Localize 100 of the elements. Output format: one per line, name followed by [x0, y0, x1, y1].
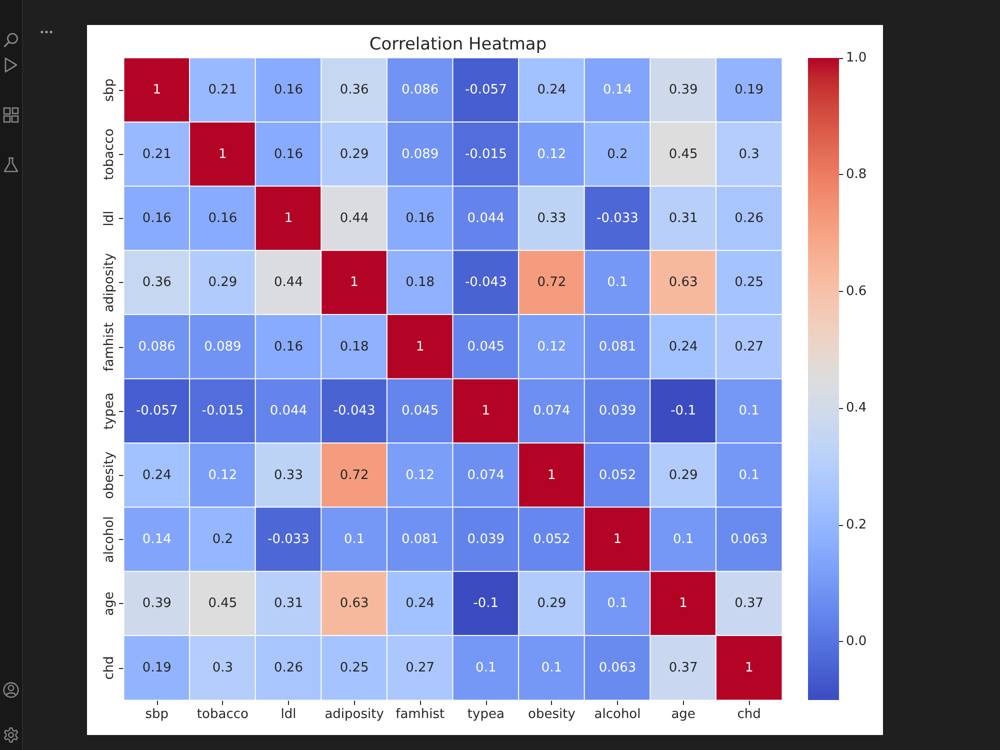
data-label: 0.25 — [734, 275, 764, 290]
data-label: 1 — [152, 82, 162, 98]
data-label: 0.31 — [274, 596, 303, 612]
data-label: 0.044 — [270, 404, 308, 419]
data-label: 0.25 — [340, 660, 369, 676]
data-label: 0.3 — [212, 660, 234, 676]
data-label: 0.16 — [274, 82, 303, 98]
data-label: 0.39 — [142, 596, 172, 612]
data-label: 0.21 — [142, 146, 172, 162]
x-tick-label: sbp — [145, 707, 169, 722]
data-label: 1 — [744, 660, 754, 676]
color-bar-label: 0.4 — [846, 400, 867, 416]
data-label: 0.12 — [208, 468, 238, 483]
data-label: 0.31 — [668, 211, 698, 226]
data-label: 0.72 — [537, 275, 566, 290]
data-label: 0.19 — [142, 660, 172, 676]
data-label: 0.33 — [274, 468, 303, 483]
y-tick-label: ldl — [102, 210, 117, 226]
data-label: 0.18 — [406, 275, 435, 290]
data-label: 0.039 — [467, 532, 505, 547]
color-bar-label: 1.0 — [846, 50, 867, 66]
data-label: -0.033 — [268, 532, 310, 547]
data-label: 0.16 — [406, 211, 435, 226]
y-tick-label: sbp — [102, 78, 117, 102]
data-label: 0.1 — [738, 404, 760, 419]
y-tick-label: tobacco — [102, 128, 117, 180]
data-label: 0.045 — [467, 339, 505, 354]
data-label: 0.24 — [668, 339, 698, 354]
data-label: 0.24 — [537, 82, 566, 98]
data-label: 1 — [482, 404, 490, 419]
data-label: 0.16 — [274, 146, 303, 162]
data-label: 0.2 — [212, 532, 234, 547]
data-label: 0.3 — [738, 146, 760, 162]
y-tick-label: typea — [102, 392, 117, 430]
data-label: -0.033 — [596, 211, 638, 226]
data-label: 0.19 — [734, 82, 764, 98]
data-label: 0.29 — [208, 275, 238, 290]
data-label: 1 — [284, 211, 293, 226]
data-label: 0.24 — [142, 468, 172, 483]
data-label: 0.1 — [738, 468, 760, 483]
data-label: -0.057 — [464, 82, 507, 98]
x-tick-label: ldl — [280, 707, 296, 722]
data-label: 0.72 — [340, 468, 369, 483]
color-bar-label: 0.0 — [846, 634, 867, 650]
data-label: 0.21 — [208, 82, 238, 98]
data-label: -0.057 — [136, 404, 178, 419]
data-label: 1 — [548, 468, 556, 483]
data-label: -0.015 — [202, 404, 244, 419]
data-label: 0.44 — [274, 275, 303, 290]
data-label: 0.12 — [537, 146, 566, 162]
data-label: 0.27 — [406, 660, 435, 676]
data-label: 0.63 — [668, 275, 698, 290]
data-label: 0.1 — [607, 596, 628, 612]
data-label: 0.1 — [607, 275, 628, 290]
x-tick-label: adiposity — [324, 707, 384, 722]
data-label: -0.043 — [333, 404, 376, 419]
data-label: 1 — [350, 275, 358, 290]
x-tick-label: age — [671, 707, 696, 722]
data-label: 0.29 — [537, 596, 566, 612]
y-tick-label: chd — [102, 656, 117, 680]
color-bar-label: 0.6 — [846, 284, 867, 299]
data-label: 0.39 — [668, 82, 698, 98]
data-label: 0.074 — [533, 404, 570, 419]
data-label: 0.086 — [401, 82, 439, 98]
data-label: 0.1 — [672, 532, 694, 547]
data-label: 0.1 — [344, 532, 365, 547]
data-label: -0.1 — [473, 596, 499, 612]
data-label: 0.18 — [340, 339, 369, 354]
data-label: 0.14 — [603, 82, 632, 98]
data-label: 0.45 — [668, 146, 698, 162]
data-label: 0.44 — [340, 211, 369, 226]
data-label: 0.37 — [734, 596, 764, 612]
data-label: 0.45 — [208, 596, 238, 612]
data-label: 0.26 — [274, 660, 303, 676]
data-label: -0.015 — [464, 146, 507, 162]
data-label: 0.36 — [340, 82, 369, 98]
data-label: 0.039 — [598, 404, 636, 419]
data-label: 0.2 — [607, 146, 628, 162]
data-label: -0.1 — [670, 404, 696, 419]
x-tick-label: typea — [467, 707, 504, 722]
x-tick-label: famhist — [396, 707, 445, 722]
data-label: 0.16 — [274, 339, 303, 354]
data-label: 0.081 — [401, 532, 439, 547]
y-tick-label: famhist — [102, 322, 117, 372]
data-label: 1 — [218, 146, 227, 162]
color-bar-label: 0.2 — [846, 517, 867, 532]
data-label: 0.045 — [401, 404, 439, 419]
data-label: 1 — [416, 339, 424, 354]
data-label: 0.63 — [340, 596, 369, 612]
data-label: 1 — [613, 532, 622, 547]
x-tick-label: obesity — [528, 707, 576, 722]
data-label: 0.16 — [208, 211, 238, 226]
data-label: 0.089 — [204, 339, 242, 354]
data-label: 0.36 — [142, 275, 172, 290]
y-tick-label: adiposity — [102, 252, 117, 312]
color-bar-label: 0.8 — [846, 167, 867, 182]
x-tick-label: tobacco — [196, 707, 248, 722]
data-label: 0.1 — [541, 660, 562, 676]
data-label: 0.16 — [142, 211, 172, 226]
chart-title: Correlation Heatmap — [369, 34, 547, 54]
